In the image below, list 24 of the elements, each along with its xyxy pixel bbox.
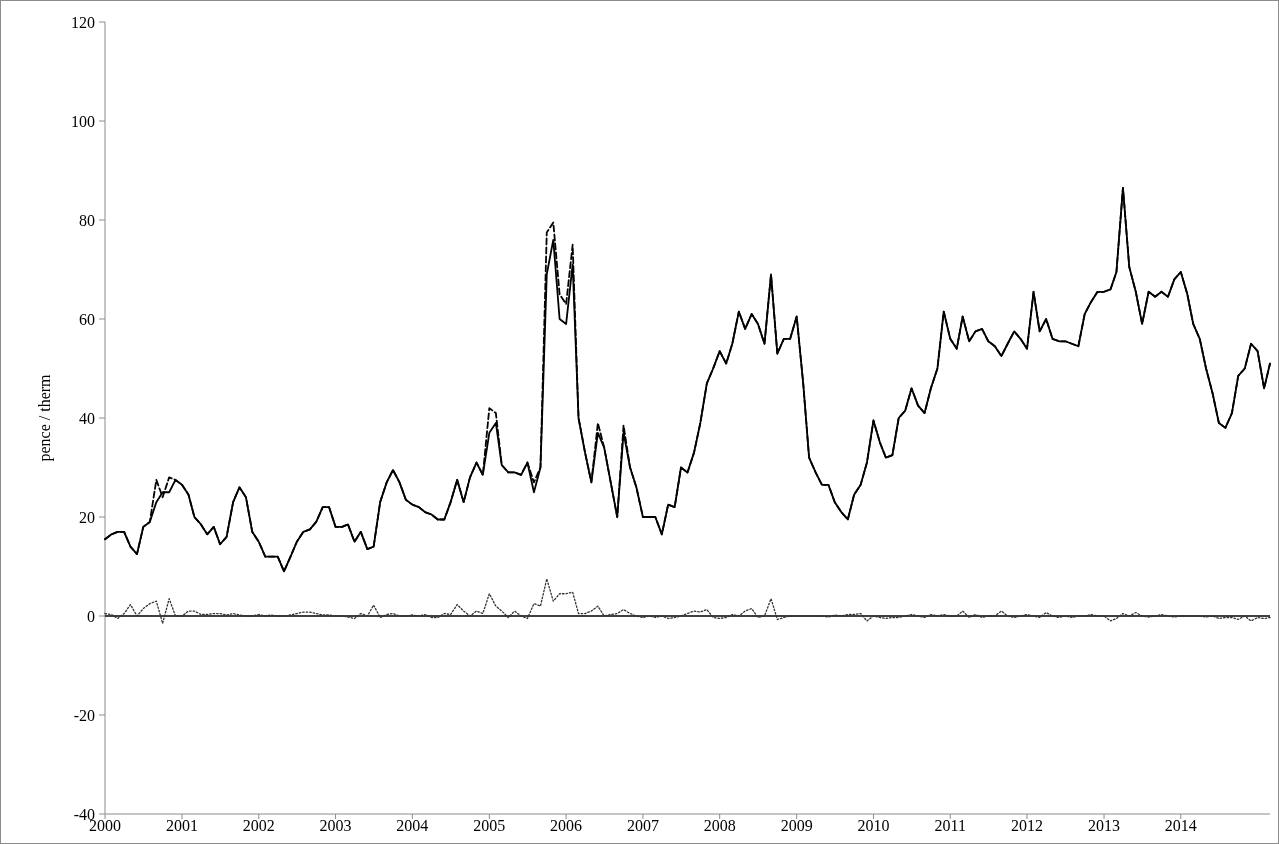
x-tick-label: 2014 (1164, 817, 1197, 835)
x-tick-label: 2001 (165, 817, 198, 835)
y-tick-label: -20 (73, 706, 95, 724)
x-tick-label: 2012 (1011, 817, 1044, 835)
y-tick-label: 60 (79, 310, 95, 328)
y-tick-label: 0 (87, 607, 95, 625)
y-tick-label: 80 (79, 211, 95, 229)
x-tick-label: 2005 (473, 817, 506, 835)
x-tick-label: 2011 (934, 817, 966, 835)
y-tick-label: 120 (71, 13, 95, 31)
x-tick-label: 2007 (626, 817, 659, 835)
x-tick-label: 2002 (242, 817, 275, 835)
x-tick-label: 2006 (550, 817, 583, 835)
line-series (104, 578, 1271, 625)
y-tick-label: 40 (79, 409, 95, 427)
x-tick-label: 2010 (857, 817, 890, 835)
x-tick-label: 2004 (396, 817, 429, 835)
x-tick-label: 2009 (780, 817, 813, 835)
x-tick-label: 2013 (1088, 817, 1121, 835)
y-tick-label: 100 (71, 112, 95, 130)
y-axis-title: pence / therm (36, 373, 54, 462)
x-tick-label: 2003 (319, 817, 352, 835)
y-tick-label: 20 (79, 508, 95, 526)
x-tick-label: 2008 (703, 817, 736, 835)
